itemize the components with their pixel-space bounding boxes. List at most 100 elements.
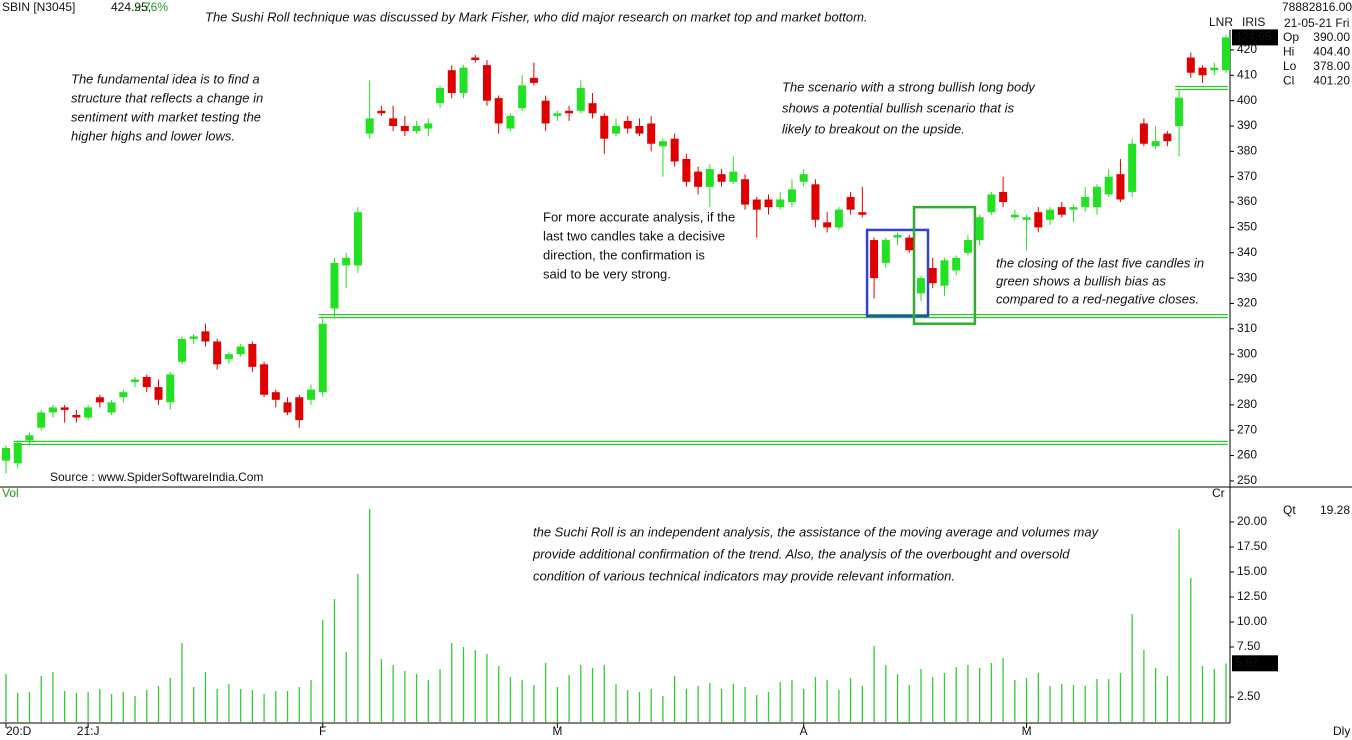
volume-total: 78882816.00 (1282, 0, 1352, 14)
x-tick-label: 21:J (77, 724, 100, 738)
candle-body (705, 169, 714, 187)
candle-body (295, 397, 304, 421)
candle-body (987, 194, 996, 213)
last-price: 424.95, (111, 0, 151, 14)
y-tick-label: 370 (1237, 169, 1257, 183)
info-value: 390.00 (1313, 30, 1350, 44)
candle-body (1210, 67, 1219, 71)
x-tick-label: M (552, 724, 562, 738)
annotation: Source : www.SpiderSoftwareIndia.Com (50, 470, 263, 484)
candle-body (1139, 123, 1148, 144)
candle-body (48, 407, 57, 413)
y-tick-label: 250 (1237, 473, 1257, 487)
candle-body (459, 67, 468, 94)
candle-body (799, 174, 808, 182)
candle-body (717, 174, 726, 182)
candle-body (471, 57, 480, 61)
y-tick-label: 330 (1237, 270, 1257, 284)
annotation: the Suchi Roll is an independent analysi… (533, 524, 1100, 539)
tag: IRIS (1242, 15, 1265, 29)
candle-body (353, 212, 362, 266)
change: 2.76% (134, 0, 168, 14)
panel-label: Cr (1212, 486, 1225, 500)
candle-body (905, 237, 914, 251)
annotation: direction, the confirmation is (543, 247, 705, 262)
candle-body (565, 110, 574, 114)
annotation: last two candles take a decisive (543, 228, 725, 243)
candle-body (952, 257, 961, 271)
candle-body (1092, 186, 1101, 208)
y-tick-label: 280 (1237, 397, 1257, 411)
y-tick-label: 410 (1237, 67, 1257, 81)
candle-body (1186, 57, 1195, 73)
symbol: SBIN [N3045] (2, 0, 75, 14)
candle-body (201, 331, 210, 342)
candle-body (600, 115, 609, 139)
candle-body (834, 209, 843, 228)
candle-body (342, 257, 351, 266)
candle-body (694, 171, 703, 187)
info-label: Cl (1283, 74, 1294, 88)
candle-body (72, 415, 81, 418)
candle-body (588, 103, 597, 114)
candle-body (1151, 141, 1160, 147)
candle-body (881, 240, 890, 263)
candle-body (424, 123, 433, 129)
candle-body (776, 199, 785, 208)
y-tick-label: 380 (1237, 144, 1257, 158)
candle-body (166, 374, 175, 403)
x-tick-label: A (800, 724, 808, 738)
candle-body (95, 397, 104, 403)
info-value: 378.00 (1313, 59, 1350, 73)
info-value: 404.40 (1313, 45, 1350, 59)
y-tick-label: 320 (1237, 296, 1257, 310)
candle-body (658, 141, 667, 147)
candle-body (37, 412, 46, 428)
candle-body (1081, 196, 1090, 208)
candle-body (999, 191, 1008, 203)
candle-body (154, 387, 163, 400)
y-tick-label: 260 (1237, 448, 1257, 462)
candle-body (623, 120, 632, 129)
candle-body (400, 125, 409, 132)
candle-body (119, 392, 128, 398)
candle-body (647, 123, 656, 144)
candle-body (553, 113, 562, 116)
annotation: green shows a bullish bias as (996, 273, 1166, 288)
info-value: 401.20 (1313, 74, 1350, 88)
y-tick-label: 270 (1237, 422, 1257, 436)
candle-body (529, 77, 538, 83)
candle-body (377, 110, 386, 114)
candle-body (752, 199, 761, 210)
candle-body (811, 184, 820, 220)
candle-body (25, 435, 34, 441)
candle-body (823, 222, 832, 228)
annotation: likely to breakout on the upside. (782, 121, 965, 136)
candle-body (318, 323, 327, 393)
highlight-box (912, 205, 977, 325)
info-label: Hi (1283, 45, 1294, 59)
candle-body (682, 158, 691, 182)
candle-body (271, 392, 280, 400)
x-tick-label: F (319, 724, 326, 738)
last-price-box (1232, 29, 1278, 46)
info-label: Lo (1283, 59, 1297, 73)
candle-body (917, 278, 925, 294)
y-tick-label: 420 (1237, 42, 1257, 56)
candle-body (213, 341, 222, 365)
candle-body (482, 65, 491, 101)
candle-body (1198, 67, 1207, 76)
legend-label: Qt (1283, 503, 1296, 517)
panel-label: Dly (1333, 724, 1350, 738)
annotation: The fundamental idea is to find a (71, 71, 260, 86)
candle-body (224, 354, 233, 360)
annotation: said to be very strong. (543, 266, 671, 281)
candle-body (576, 87, 585, 111)
y-tick-label: 390 (1237, 118, 1257, 132)
y-tick-label: 350 (1237, 220, 1257, 234)
candle-body (846, 196, 855, 210)
candle-body (177, 338, 186, 362)
candle-body (412, 125, 421, 132)
